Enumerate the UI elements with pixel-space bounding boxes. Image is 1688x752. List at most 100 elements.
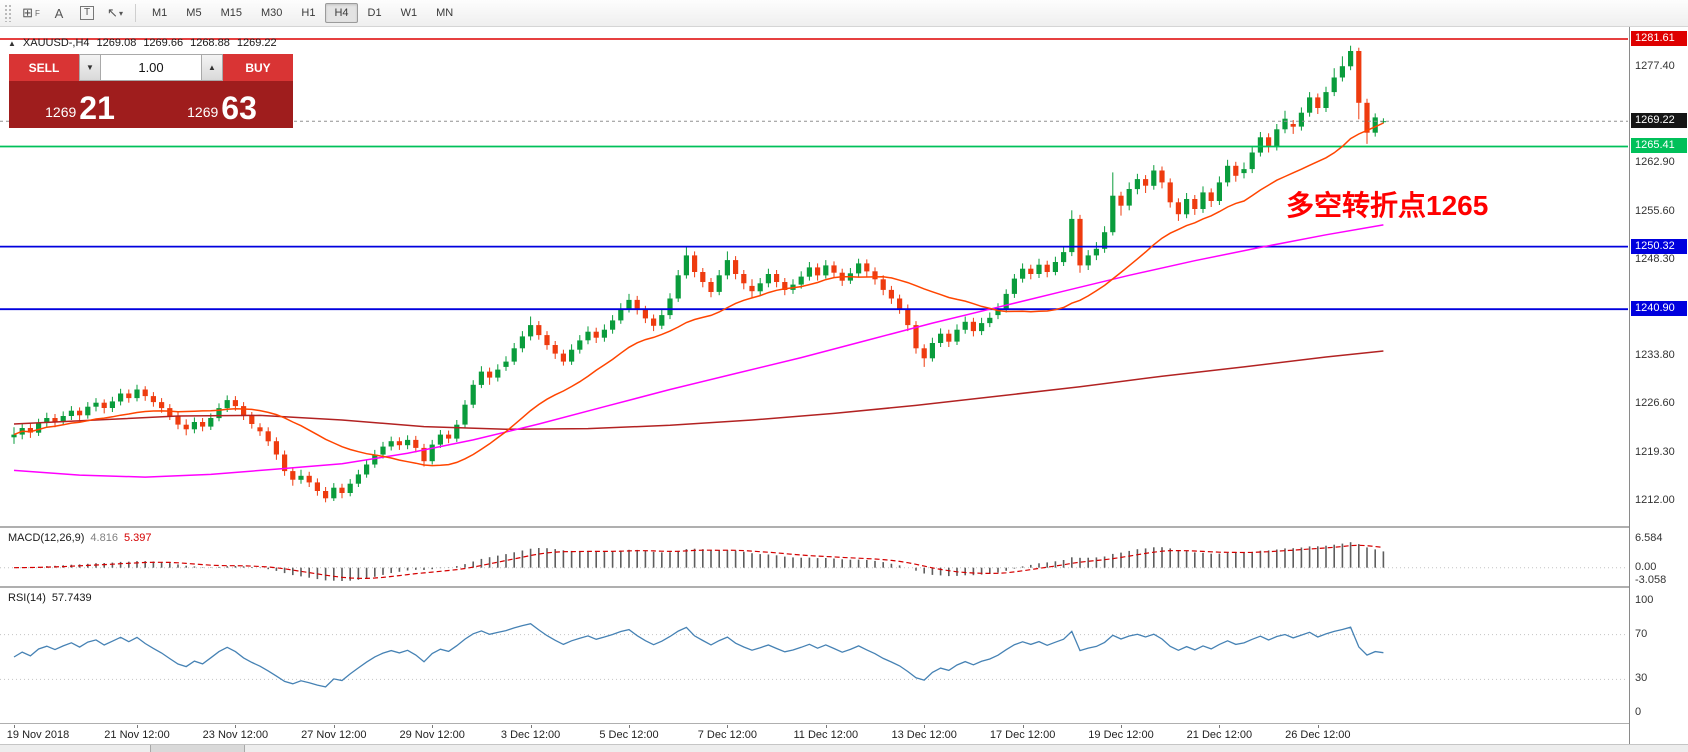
buy-button[interactable]: BUY	[223, 54, 293, 81]
time-tick	[334, 725, 335, 728]
draw-tools-icon[interactable]: ↖ ▾	[102, 3, 128, 24]
rsi-name: RSI(14)	[8, 592, 46, 604]
ohlc-high: 1269.66	[143, 37, 184, 49]
price-tick: 1255.60	[1635, 205, 1675, 217]
price-badge: 1250.32	[1631, 239, 1687, 254]
timeframe-W1[interactable]: W1	[400, 7, 418, 19]
price-badge: 1240.90	[1631, 301, 1687, 316]
rsi-scale-label: 0	[1635, 706, 1642, 718]
time-label: 26 Dec 12:00	[1285, 729, 1351, 741]
chart-ohlc-header: ▲ XAUUSD-,H4 1269.08 1269.66 1268.88 126…	[8, 37, 277, 49]
time-tick	[235, 725, 236, 728]
rsi-label: RSI(14) 57.7439	[8, 592, 92, 604]
panel-separator[interactable]	[0, 526, 1688, 528]
chevron-down-icon: ▾	[118, 8, 123, 18]
sell-price-pips: 21	[79, 90, 115, 127]
price-scale[interactable]: 1277.40 1262.90 1255.60 1248.30 1233.80 1226.…	[1629, 27, 1688, 744]
rsi-panel-canvas[interactable]	[0, 589, 1628, 722]
macd-scale-label: -3.058	[1635, 574, 1667, 586]
sell-button[interactable]: SELL	[9, 54, 79, 81]
rsi-scale-label: 100	[1635, 594, 1654, 606]
time-label: 11 Dec 12:00	[793, 729, 859, 741]
chart-icon: ▲	[8, 38, 16, 48]
ohlc-open: 1269.08	[96, 37, 137, 49]
toolbar-grip[interactable]	[4, 4, 12, 22]
chart-symbol: XAUUSD-,H4	[22, 37, 90, 49]
time-label: 13 Dec 12:00	[891, 729, 957, 741]
price-tick: 1262.90	[1635, 156, 1675, 168]
timeframe-D1[interactable]: D1	[367, 7, 382, 19]
macd-name: MACD(12,26,9)	[8, 532, 85, 544]
one-click-trading-panel: SELL ▼ 1.00 ▲ BUY 1269 21 1269 63	[9, 54, 293, 128]
macd-hist-value: 4.816	[90, 532, 118, 544]
time-tick	[137, 725, 138, 728]
time-label: 3 Dec 12:00	[500, 729, 561, 741]
chart-tab[interactable]	[150, 745, 245, 752]
timeframe-H4[interactable]: H4	[325, 3, 358, 23]
timeframe-H1[interactable]: H1	[301, 7, 316, 19]
buy-price-integer: 1269	[187, 104, 219, 120]
time-tick	[1023, 725, 1024, 728]
volume-decrease-button[interactable]: ▼	[79, 54, 101, 81]
buy-price-pips: 63	[221, 90, 257, 127]
sell-price-integer: 1269	[45, 104, 77, 120]
price-tick: 1248.30	[1635, 253, 1675, 265]
timeframe-MN[interactable]: MN	[436, 7, 454, 19]
time-label: 27 Nov 12:00	[301, 729, 367, 741]
macd-panel-canvas[interactable]	[0, 529, 1628, 585]
time-tick	[629, 725, 630, 728]
time-tick	[924, 725, 925, 728]
cursor-tool-icon[interactable]: A	[46, 3, 72, 24]
rsi-scale-label: 70	[1635, 628, 1648, 640]
timeframe-M30[interactable]: M30	[260, 7, 283, 19]
new-order-icon[interactable]: ⊞ F	[18, 3, 44, 24]
panel-separator[interactable]	[0, 586, 1688, 588]
price-badge: 1265.41	[1631, 138, 1687, 153]
price-tick: 1226.60	[1635, 397, 1675, 409]
rsi-value: 57.7439	[51, 592, 92, 604]
time-tick	[1318, 725, 1319, 728]
price-tick: 1219.30	[1635, 446, 1675, 458]
text-label-tool-icon[interactable]: T	[74, 3, 100, 24]
sell-price-display: 1269 21	[9, 81, 151, 128]
macd-scale-label: 0.00	[1635, 561, 1657, 573]
time-tick	[432, 725, 433, 728]
volume-input[interactable]: 1.00	[101, 54, 201, 81]
time-tick	[531, 725, 532, 728]
price-badge: 1281.61	[1631, 31, 1687, 46]
time-tick	[727, 725, 728, 728]
chart-annotation-text: 多空转折点1265	[1286, 190, 1489, 221]
ohlc-close: 1269.22	[236, 37, 277, 49]
time-label: 21 Nov 12:00	[104, 729, 170, 741]
volume-increase-button[interactable]: ▲	[201, 54, 223, 81]
time-tick	[1219, 725, 1220, 728]
grid-icon: ⊞	[22, 5, 33, 20]
macd-scale-label: 6.584	[1635, 532, 1663, 544]
rsi-scale-label: 30	[1635, 672, 1648, 684]
time-label: 5 Dec 12:00	[599, 729, 659, 741]
bottom-tab-bar	[0, 744, 1688, 752]
time-axis[interactable]: 19 Nov 2018 21 Nov 12:00 23 Nov 12:00 27 No…	[0, 725, 1628, 743]
time-label: 19 Dec 12:00	[1088, 729, 1154, 741]
timeframe-M1[interactable]: M1	[152, 7, 168, 19]
time-label: 29 Nov 12:00	[399, 729, 465, 741]
time-tick	[826, 725, 827, 728]
price-tick: 1233.80	[1635, 349, 1675, 361]
time-label: 23 Nov 12:00	[202, 729, 269, 741]
grid-icon-label: F	[35, 8, 40, 18]
macd-signal-value: 5.397	[123, 532, 152, 544]
price-badge: 1269.22	[1631, 113, 1687, 128]
letter-a-icon: A	[54, 5, 64, 21]
arrow-tool-icon: ↖	[107, 5, 118, 20]
time-label: 21 Dec 12:00	[1186, 729, 1253, 741]
buy-price-display: 1269 63	[151, 81, 293, 128]
ohlc-low: 1268.88	[190, 37, 230, 49]
toolbar-separator	[135, 4, 136, 22]
price-tick: 1212.00	[1635, 494, 1675, 506]
time-label: 17 Dec 12:00	[989, 729, 1056, 741]
timeframe-M5[interactable]: M5	[186, 7, 202, 19]
time-label: 19 Nov 2018	[6, 729, 70, 741]
macd-label: MACD(12,26,9) 4.816 5.397	[8, 532, 151, 544]
timeframe-M15[interactable]: M15	[220, 7, 242, 19]
